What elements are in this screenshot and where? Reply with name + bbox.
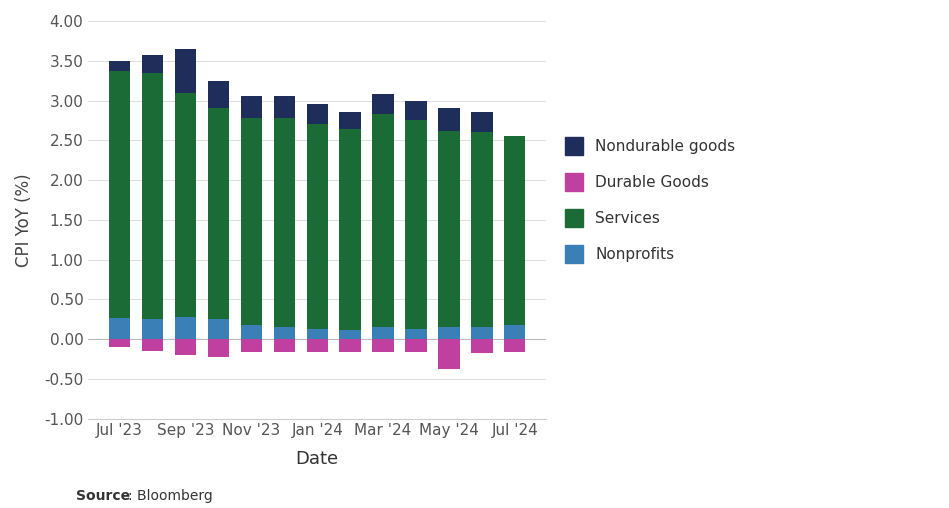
Bar [175,49,196,92]
Bar [438,327,459,339]
Bar [109,61,130,71]
Bar [504,325,526,339]
Bar [307,339,328,352]
Bar [241,339,262,352]
Bar [273,96,295,118]
Bar [175,339,196,355]
Bar [307,123,328,329]
Text: : Bloomberg: : Bloomberg [128,489,213,503]
Bar [471,112,493,133]
Text: Source: Source [76,489,130,503]
Bar [109,318,130,339]
Bar [471,327,493,339]
Bar [273,339,295,352]
Bar [340,330,361,339]
Bar [109,71,130,318]
Bar [307,329,328,339]
Bar [142,73,163,319]
Bar [372,114,394,327]
Bar [438,131,459,327]
Bar [405,329,427,339]
Bar [273,118,295,327]
Bar [142,55,163,73]
Bar [372,94,394,114]
Bar [307,104,328,123]
Bar [175,92,196,317]
Bar [405,101,427,120]
Bar [471,339,493,354]
Bar [340,339,361,352]
Bar [340,129,361,330]
Bar [241,96,262,118]
Bar [175,317,196,339]
Bar [438,109,459,131]
Bar [504,136,526,325]
Bar [438,339,459,369]
Bar [273,327,295,339]
Bar [340,112,361,129]
X-axis label: Date: Date [296,450,339,467]
Bar [208,319,230,339]
Bar [142,319,163,339]
Bar [208,109,230,319]
Bar [109,339,130,347]
Bar [142,339,163,351]
Bar [241,325,262,339]
Y-axis label: CPI YoY (%): CPI YoY (%) [15,173,33,267]
Bar [405,339,427,352]
Bar [372,339,394,352]
Legend: Nondurable goods, Durable Goods, Services, Nonprofits: Nondurable goods, Durable Goods, Service… [559,131,741,269]
Bar [241,118,262,325]
Bar [208,81,230,109]
Bar [372,327,394,339]
Bar [504,339,526,352]
Bar [208,339,230,357]
Bar [405,120,427,329]
Bar [471,133,493,327]
